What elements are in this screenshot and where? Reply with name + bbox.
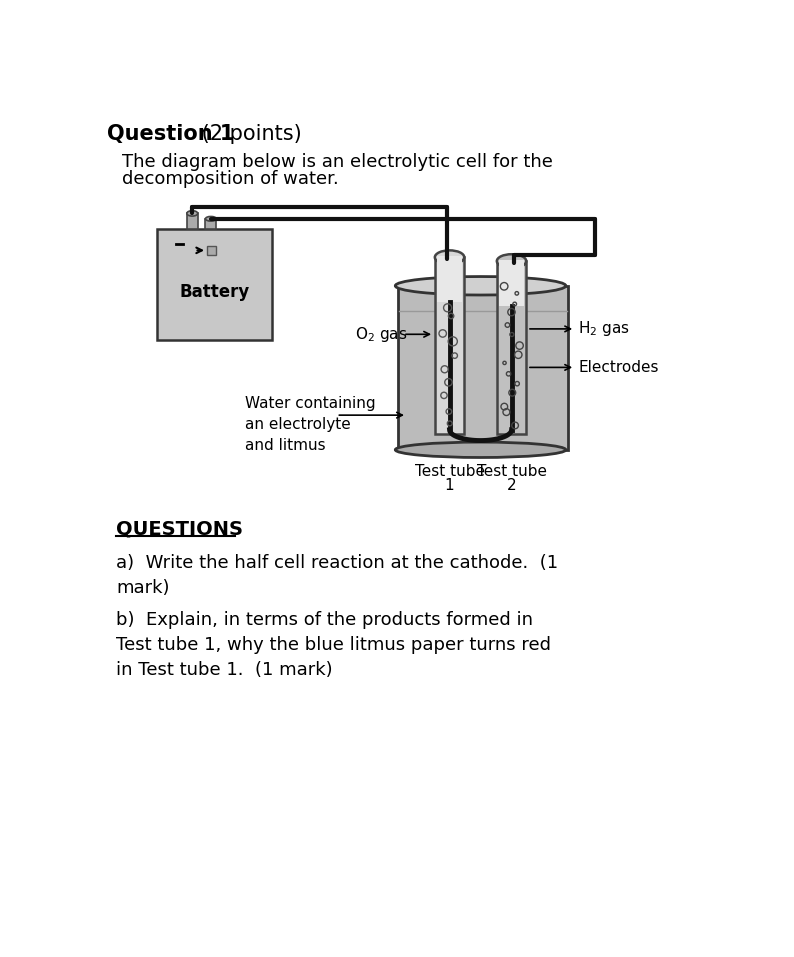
Text: Water containing
an electrolyte
and litmus: Water containing an electrolyte and litm…	[245, 396, 376, 453]
Text: H$_2$ gas: H$_2$ gas	[578, 320, 630, 339]
Polygon shape	[497, 261, 526, 434]
FancyBboxPatch shape	[157, 229, 272, 341]
Bar	[437, 256, 462, 302]
Text: b)  Explain, in terms of the products formed in
Test tube 1, why the blue litmus: b) Explain, in terms of the products for…	[116, 612, 551, 679]
Text: Battery: Battery	[179, 283, 250, 301]
Text: decomposition of water.: decomposition of water.	[122, 170, 339, 189]
Text: Electrodes: Electrodes	[578, 360, 659, 375]
Text: (2 points): (2 points)	[195, 124, 302, 145]
Polygon shape	[435, 257, 464, 434]
Text: a)  Write the half cell reaction at the cathode.  (1
mark): a) Write the half cell reaction at the c…	[116, 554, 558, 597]
Text: 2: 2	[507, 478, 516, 493]
Ellipse shape	[497, 255, 526, 268]
Text: QUESTIONS: QUESTIONS	[116, 519, 243, 538]
Bar	[499, 259, 524, 306]
Ellipse shape	[435, 251, 464, 264]
Text: Question 1: Question 1	[107, 124, 234, 145]
Text: O$_2$ gas: O$_2$ gas	[355, 324, 407, 344]
Text: Test tube: Test tube	[414, 463, 484, 478]
Text: Test tube: Test tube	[476, 463, 546, 478]
Ellipse shape	[395, 277, 566, 295]
Text: 1: 1	[445, 478, 454, 493]
Ellipse shape	[395, 442, 566, 457]
Text: The diagram below is an electrolytic cell for the: The diagram below is an electrolytic cel…	[122, 153, 553, 171]
Ellipse shape	[206, 216, 216, 221]
Bar	[207, 246, 216, 255]
Ellipse shape	[187, 211, 198, 216]
Bar	[187, 213, 198, 229]
Bar	[206, 219, 216, 229]
Polygon shape	[398, 286, 569, 450]
